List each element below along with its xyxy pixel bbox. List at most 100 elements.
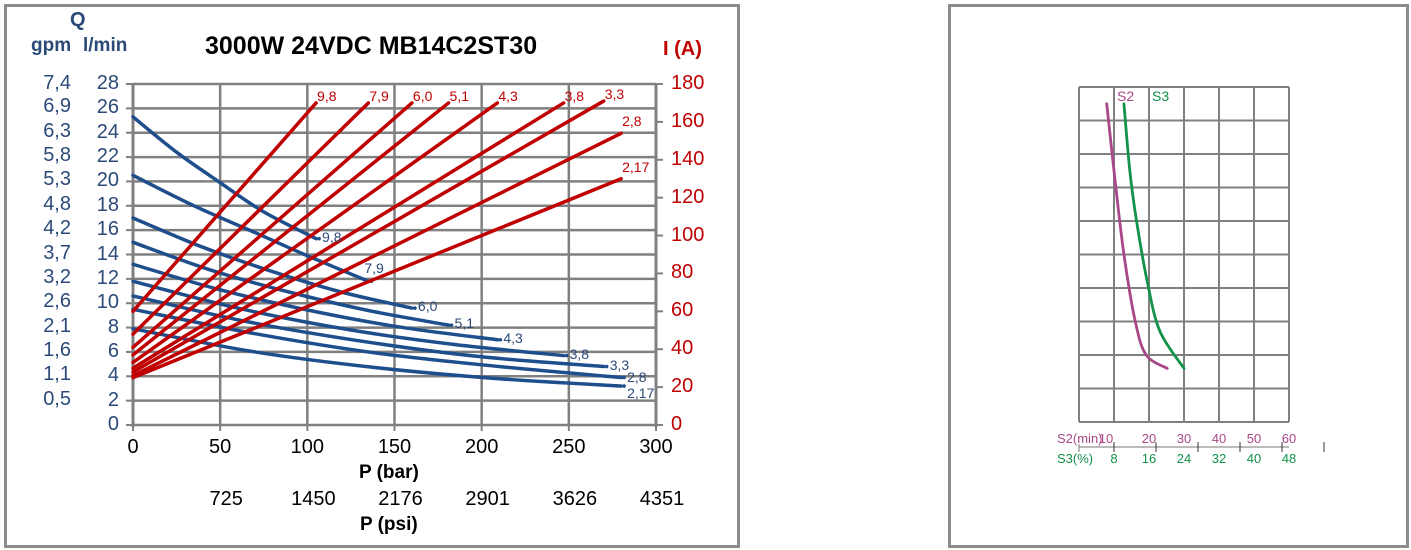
current-line-7-9: [131, 101, 371, 336]
current-line-label: 7,9: [369, 87, 389, 104]
flow-curve-end-marker: [622, 375, 626, 380]
y2-tick-label: 60: [671, 299, 694, 322]
y-tick-label-lmin: 6: [107, 339, 119, 362]
flow-curve-3-3: [131, 294, 606, 369]
y-tick-label-gpm: 5,3: [43, 168, 71, 191]
y-tick-label-lmin: 28: [96, 72, 119, 94]
y2-tick-label: 100: [671, 223, 705, 246]
y2-tick-label: 180: [671, 72, 705, 94]
x-tick-label-bar: 150: [377, 436, 412, 458]
flow-curve-label: 3,8: [569, 345, 590, 362]
y2-tick-label: 20: [671, 375, 694, 398]
y2-tick-label: 80: [671, 261, 694, 284]
flow-curve-7-9: [131, 173, 371, 284]
y-tick-label-gpm: 2,1: [43, 314, 71, 337]
y2-tick-label: 140: [671, 147, 705, 170]
flow-curve-label: 3,3: [609, 356, 630, 373]
y-tick-label-gpm: 7,4: [43, 72, 71, 94]
duty-s2-tick-label: 30: [1176, 431, 1192, 446]
y-tick-label-gpm: 1,6: [43, 338, 71, 361]
x-tick-label-psi: 725: [209, 488, 243, 510]
current-line-6-0: [131, 101, 414, 350]
flow-curve-label: 9,8: [322, 228, 342, 245]
current-line-label: 2,8: [622, 113, 642, 130]
x-tick-label-bar: 100: [290, 436, 325, 458]
duty-s3-tick-label: 32: [1211, 451, 1227, 466]
pressure-bar-axis-label: P (bar): [359, 462, 419, 483]
duty-cycle-panel: [948, 4, 1409, 548]
flow-curve-label: 2,17: [627, 385, 655, 402]
current-axis-label: I (A): [663, 38, 702, 60]
y-tick-label-lmin: 18: [96, 193, 119, 216]
y-tick-label-gpm: 4,8: [43, 192, 71, 215]
current-line-4-3: [131, 101, 500, 365]
y2-tick-label: 0: [671, 413, 683, 435]
flow-curve-label: 7,9: [364, 260, 384, 277]
y-tick-label-gpm: 6,3: [43, 119, 71, 142]
flow-curve-end-marker: [622, 384, 626, 388]
current-line-label: 5,1: [449, 87, 469, 104]
x-tick-label-psi: 3626: [552, 488, 598, 510]
flow-curve-end-marker: [564, 353, 569, 358]
duty-s3-tick-label: 24: [1176, 451, 1192, 466]
current-line-label: 9,8: [317, 87, 337, 104]
flow-curve-5-1: [131, 240, 451, 327]
y-tick-label-lmin: 8: [107, 315, 119, 338]
duty-curve-s2: [1105, 102, 1169, 370]
current-line-2-17: [131, 176, 623, 380]
y-tick-label-gpm: 5,8: [43, 144, 71, 167]
current-line-5-1: [131, 101, 451, 357]
x-tick-label-bar: 250: [552, 436, 586, 458]
chart-title: 3000W 24VDC MB14C2ST30: [205, 32, 538, 60]
x-tick-label-psi: 1450: [291, 488, 336, 510]
x-tick-label-bar: 300: [639, 436, 673, 458]
x-tick-label-psi: 2901: [465, 488, 510, 510]
current-line-label: 4,3: [498, 87, 518, 104]
duty-curve-s3: [1122, 102, 1186, 370]
pressure-psi-axis-label: P (psi): [360, 514, 418, 535]
y2-tick-label: 160: [671, 109, 705, 132]
y-tick-label-gpm: 1,1: [43, 363, 71, 386]
flow-curve-label: 5,1: [454, 315, 474, 332]
current-line-label: 2,17: [622, 158, 650, 175]
current-line-3-3: [131, 99, 606, 374]
y-tick-label-gpm: 4,2: [43, 217, 71, 240]
x-tick-label-psi: 2176: [378, 488, 423, 510]
flow-curve-end-marker: [449, 323, 454, 327]
flow-curve-label: 2,8: [627, 368, 647, 385]
y-tick-label-lmin: 24: [96, 120, 119, 143]
duty-s2-tick-label: 10: [1098, 431, 1114, 446]
y-tick-label-lmin: 10: [96, 291, 119, 314]
q-axis-label: Q: [70, 9, 86, 31]
s3-axis-label: S3(%): [1057, 451, 1094, 466]
y-tick-label-lmin: 22: [96, 145, 119, 168]
lmin-unit-label: l/min: [83, 35, 128, 56]
current-line-9-8: [131, 101, 318, 314]
duty-s3-tick-label: 8: [1110, 451, 1118, 466]
y-tick-label-gpm: 0,5: [43, 387, 71, 410]
flow-curve-label: 4,3: [503, 329, 523, 346]
s2-axis-label: S2(min): [1057, 431, 1103, 446]
flow-curve-end-marker: [413, 306, 417, 310]
y-tick-label-gpm: 6,9: [43, 95, 71, 118]
flow-curve-end-marker: [604, 364, 609, 369]
y-tick-label-gpm: 2,6: [43, 290, 71, 313]
current-line-label: 6,0: [412, 87, 433, 104]
y-tick-label-lmin: 26: [96, 96, 119, 119]
duty-s3-tick-label: 40: [1246, 451, 1262, 466]
x-tick-label-psi: 4351: [639, 488, 685, 510]
gpm-unit-label: gpm: [31, 35, 72, 56]
duty-s2-tick-label: 20: [1141, 431, 1157, 446]
flow-curve-label: 6,0: [417, 298, 438, 315]
y-tick-label-lmin: 12: [96, 266, 119, 289]
duty-s2-tick-label: 50: [1246, 431, 1262, 446]
x-tick-label-bar: 0: [127, 436, 139, 458]
y2-tick-label: 120: [671, 185, 705, 208]
flow-curve-4-3: [131, 262, 500, 342]
current-line-label: 3,8: [564, 87, 585, 104]
current-line-label: 3,3: [604, 86, 625, 103]
y-tick-label-lmin: 16: [96, 218, 119, 241]
y-tick-label-lmin: 14: [96, 242, 119, 265]
duty-s3-tick-label: 48: [1281, 451, 1297, 466]
flow-curve-6-0: [131, 216, 414, 310]
